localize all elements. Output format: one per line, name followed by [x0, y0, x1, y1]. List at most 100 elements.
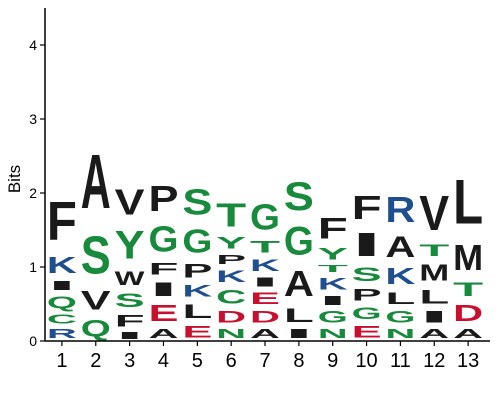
logo-letter: G	[250, 196, 280, 237]
logo-letter: A	[148, 326, 178, 341]
logo-letter: L	[419, 285, 449, 307]
logo-letter: S	[284, 175, 314, 219]
logo-letter: G	[284, 220, 314, 264]
logo-letter: R	[47, 326, 77, 341]
logo-letter: N	[216, 326, 246, 341]
logo-letter: Q	[81, 315, 111, 341]
logo-letter: I	[250, 274, 280, 289]
logo-letter: K	[250, 256, 280, 275]
logo-letter: V	[81, 286, 111, 315]
logo-letter: L	[453, 167, 483, 237]
x-tick-label: 8	[293, 350, 304, 372]
logo-letter: S	[81, 225, 111, 286]
logo-letter: P	[148, 178, 178, 219]
logo-letter: N	[385, 326, 415, 341]
logo-letter: T	[250, 237, 280, 255]
logo-letter: P	[182, 260, 212, 282]
logo-letter: T	[216, 196, 247, 233]
logo-letter: L	[284, 304, 314, 326]
logo-letter: V	[115, 182, 145, 223]
logo-letter: M	[419, 261, 449, 286]
logo-letter: F	[115, 311, 145, 329]
logo-letter: G	[148, 219, 178, 260]
logo-letter: W	[115, 267, 145, 290]
y-tick-label: 0	[29, 333, 37, 349]
logo-letter: K	[318, 274, 348, 293]
logo-letter: I	[47, 278, 77, 293]
logo-letter: N	[318, 326, 348, 341]
logo-letter: K	[182, 282, 212, 301]
logo-letter: P	[216, 253, 246, 268]
y-axis-ticks: 0 1 2 3 4	[29, 37, 45, 349]
x-tick-label: 4	[158, 350, 169, 372]
logo-letter: F	[318, 211, 348, 245]
logo-letter: D	[216, 307, 246, 326]
letters-layer: RCQIKFQVSAIFSWYVAEIFGPELKPGSNDCKPYTADEIK…	[47, 139, 483, 341]
logo-letter: I	[318, 293, 348, 308]
logo-letter: V	[419, 186, 449, 242]
logo-letter: I	[352, 226, 382, 263]
logo-letter: E	[148, 300, 178, 326]
logo-letter: G	[182, 223, 212, 260]
logo-letter: Y	[318, 245, 349, 264]
y-tick-label: 4	[29, 37, 37, 53]
logo-letter: D	[453, 301, 483, 326]
logo-letter: A	[284, 264, 314, 304]
logo-letter: L	[385, 289, 415, 307]
logo-letter: T	[318, 263, 348, 274]
logo-letter: F	[352, 189, 382, 226]
logo-letter: E	[182, 323, 212, 342]
x-tick-label: 13	[457, 350, 479, 372]
x-axis-ticks: 1 2 3 4 5 6 7 8 9 10 11 12 13	[56, 341, 479, 372]
x-tick-label: 2	[90, 350, 101, 372]
logo-letter: Y	[115, 223, 145, 267]
logo-letter: G	[352, 304, 382, 322]
logo-letter: C	[216, 286, 246, 308]
x-tick-label: 12	[423, 350, 445, 372]
logo-letter: K	[216, 267, 246, 286]
logo-letter: L	[182, 300, 212, 322]
x-tick-label: 6	[226, 350, 237, 372]
logo-letter: A	[419, 326, 449, 341]
logo-letter: Y	[216, 234, 247, 253]
logo-letter: D	[250, 307, 280, 326]
logo-letter: I	[148, 278, 178, 300]
x-tick-label: 1	[56, 350, 67, 372]
y-tick-label: 2	[29, 185, 37, 201]
logo-letter: A	[385, 230, 415, 264]
logo-letter: I	[419, 308, 449, 326]
x-tick-label: 3	[124, 350, 135, 372]
logo-letter: G	[385, 308, 415, 326]
logo-letter: S	[182, 182, 212, 223]
logo-letter: T	[453, 278, 483, 300]
logo-letter: E	[250, 289, 280, 308]
x-tick-label: 9	[327, 350, 338, 372]
logo-letter: I	[284, 326, 314, 341]
y-axis-title: Bits	[5, 165, 24, 193]
logo-letter: I	[115, 330, 145, 341]
x-tick-label: 7	[259, 350, 270, 372]
logo-letter: F	[148, 260, 178, 278]
logo-letter: A	[250, 326, 280, 341]
y-tick-label: 1	[29, 259, 37, 275]
y-tick-label: 3	[29, 111, 37, 127]
logo-letter: G	[318, 308, 348, 326]
x-tick-label: 10	[355, 350, 377, 372]
logo-letter: Q	[47, 293, 77, 311]
logo-letter: S	[352, 264, 382, 286]
logo-letter: C	[47, 311, 77, 326]
logo-letter: T	[419, 241, 449, 259]
logo-letter: S	[115, 290, 145, 312]
x-tick-label: 11	[390, 350, 411, 372]
logo-letter: P	[352, 286, 382, 305]
x-tick-label: 5	[192, 350, 203, 372]
logo-letter: A	[81, 139, 111, 225]
logo-letter: A	[453, 326, 483, 341]
logo-letter: F	[47, 192, 77, 253]
logo-letter: E	[352, 323, 382, 342]
logo-letter: K	[385, 264, 415, 289]
logo-letter: R	[385, 190, 415, 230]
logo-letter: K	[47, 253, 77, 278]
logo-letter: M	[453, 237, 483, 278]
